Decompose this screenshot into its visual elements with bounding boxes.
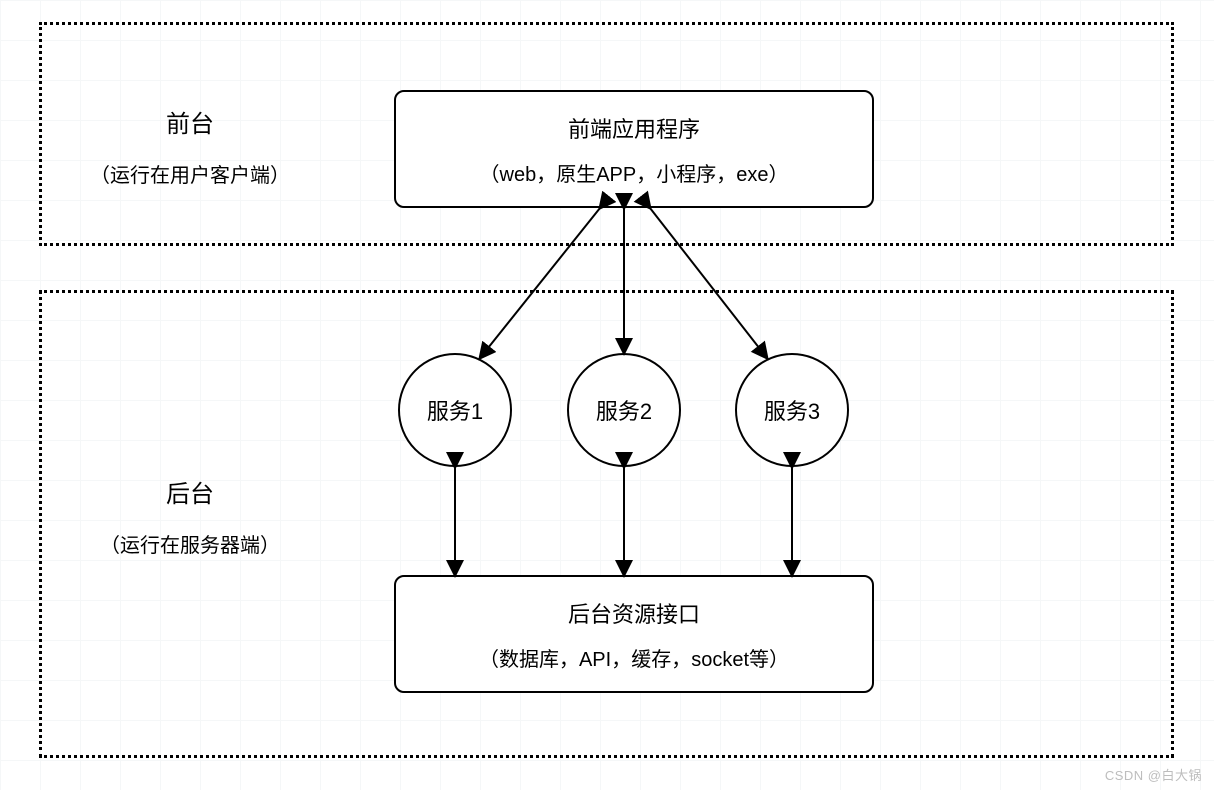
- node-service1: 服务1: [398, 353, 512, 467]
- node-backend-api-subtitle: （数据库，API，缓存，socket等）: [479, 643, 789, 672]
- panel-back-label: 后台 （运行在服务器端）: [40, 474, 340, 558]
- node-frontend-app-subtitle: （web，原生APP，小程序，exe）: [480, 158, 789, 187]
- node-frontend-app: 前端应用程序 （web，原生APP，小程序，exe）: [394, 90, 874, 208]
- panel-front-label: 前台 （运行在用户客户端）: [40, 104, 340, 188]
- panel-front-title: 前台: [40, 104, 340, 139]
- node-service2-label: 服务2: [596, 394, 652, 426]
- node-frontend-app-title: 前端应用程序: [568, 112, 700, 144]
- panel-back-title: 后台: [40, 474, 340, 509]
- node-service1-label: 服务1: [427, 394, 483, 426]
- watermark: CSDN @白大锅: [1105, 765, 1202, 784]
- node-backend-api-title: 后台资源接口: [568, 597, 700, 629]
- panel-back-subtitle: （运行在服务器端）: [40, 529, 340, 558]
- node-service2: 服务2: [567, 353, 681, 467]
- panel-front-subtitle: （运行在用户客户端）: [40, 159, 340, 188]
- node-service3-label: 服务3: [764, 394, 820, 426]
- node-service3: 服务3: [735, 353, 849, 467]
- node-backend-api: 后台资源接口 （数据库，API，缓存，socket等）: [394, 575, 874, 693]
